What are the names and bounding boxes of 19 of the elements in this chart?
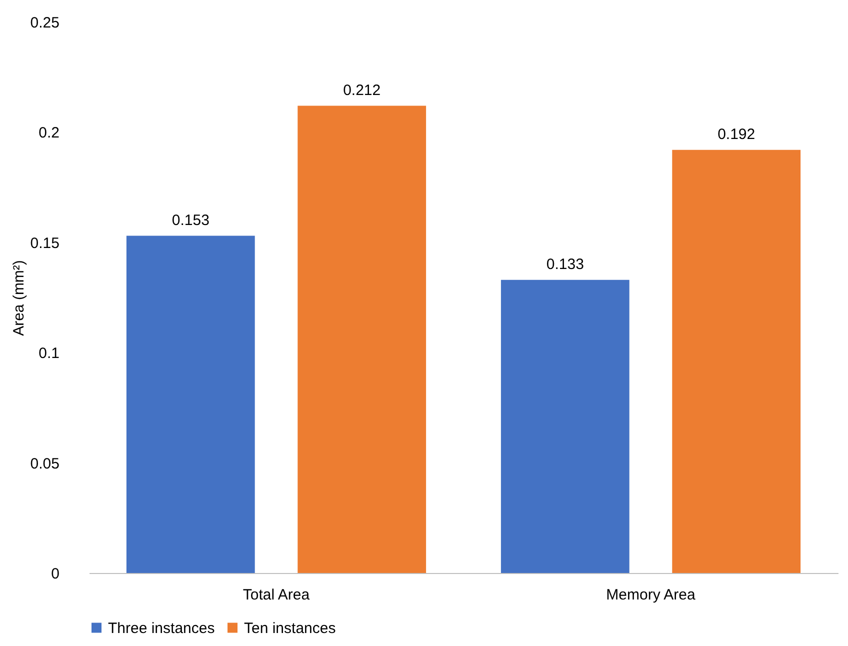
x-tick-label: Total Area xyxy=(242,586,310,604)
data-label: 0.153 xyxy=(172,212,210,229)
y-tick-label: 0.15 xyxy=(30,234,60,252)
bar xyxy=(672,150,801,573)
y-axis-title: Area (mm²) xyxy=(10,260,28,336)
data-label: 0.192 xyxy=(718,126,756,143)
y-tick-label: 0.05 xyxy=(30,455,60,472)
bar xyxy=(500,280,630,573)
bar xyxy=(298,106,426,573)
legend-label: Three instances xyxy=(108,620,215,637)
y-tick-label: 0.25 xyxy=(30,14,60,32)
data-label: 0.212 xyxy=(343,82,381,99)
y-tick-label: 0.2 xyxy=(38,124,60,142)
data-label: 0.133 xyxy=(546,256,584,273)
legend-label: Ten instances xyxy=(244,620,336,637)
y-tick-label: 0.1 xyxy=(38,345,60,362)
x-tick-label: Memory Area xyxy=(606,586,696,604)
y-tick-label: 0 xyxy=(51,566,60,582)
bar xyxy=(126,236,255,573)
